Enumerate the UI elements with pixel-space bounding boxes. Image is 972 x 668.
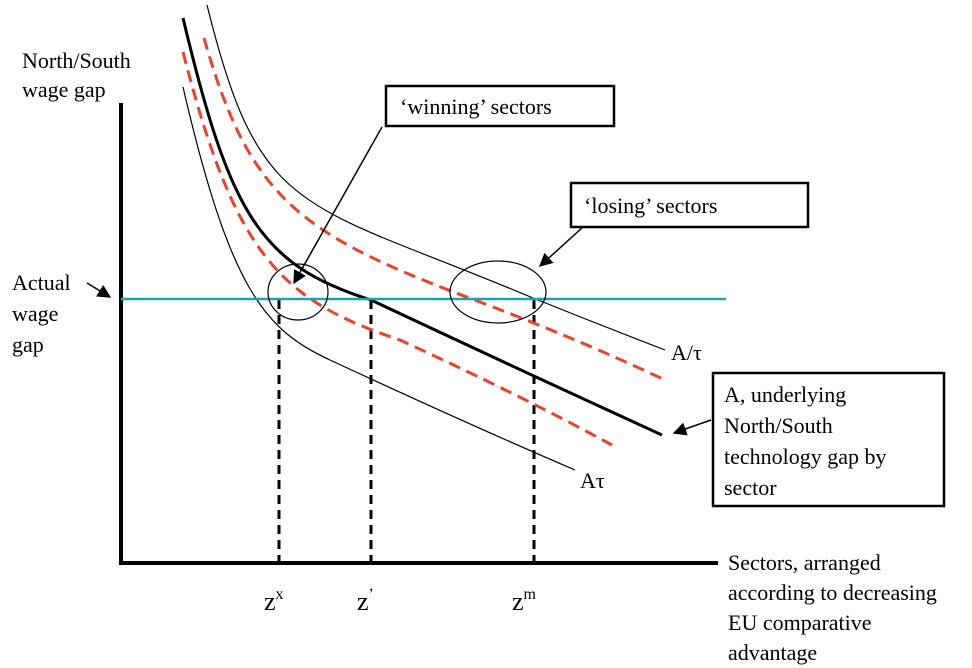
tick-label-zx: zx (264, 586, 284, 616)
wage-line-label-line1: Actual (12, 270, 71, 295)
winning-callout-text: ‘winning’ sectors (400, 94, 552, 119)
curve-a-callout-line2: North/South (724, 413, 833, 438)
x-axis-label-line4: advantage (728, 640, 817, 665)
y-axis-label-line2: wage gap (22, 77, 106, 102)
curve-a-tau-label: Aτ (580, 468, 605, 493)
losing-callout-text: ‘losing’ sectors (584, 193, 717, 218)
dashed-curve-lower (181, 51, 613, 447)
x-axis-label-line1: Sectors, arranged (728, 550, 881, 575)
wage-line-label-line2: wage (12, 301, 58, 326)
x-axis-label-line3: EU comparative (728, 610, 872, 635)
tick-label-zprime: z’ (357, 586, 374, 616)
curve-a-over-tau (206, 4, 666, 351)
winning-callout-box (384, 84, 616, 128)
losing-arrow (539, 226, 584, 267)
curve-a-tau (182, 86, 576, 471)
curve-a-callout-line4: sector (724, 475, 777, 500)
curve-a-callout-line3: technology gap by (724, 444, 887, 469)
x-axis-label-line2: according to decreasing (728, 580, 937, 605)
y-axis-label-line1: North/South (22, 48, 131, 73)
curve-a-over-tau-label: A/τ (671, 340, 702, 365)
winning-arrow (293, 126, 383, 285)
losing-callout-box (569, 181, 810, 229)
curve-a-callout-line1: A, underlying (724, 382, 846, 407)
wage-label-arrow (86, 282, 112, 298)
losing-ellipse (449, 260, 547, 324)
tick-label-zm: zm (512, 586, 537, 616)
wage-line-label-line3: gap (12, 332, 44, 357)
curve-a-callout-box (711, 371, 946, 508)
curve-a-arrow (672, 419, 712, 436)
dashed-curve-upper (202, 37, 666, 382)
winning-ellipse (267, 263, 329, 321)
